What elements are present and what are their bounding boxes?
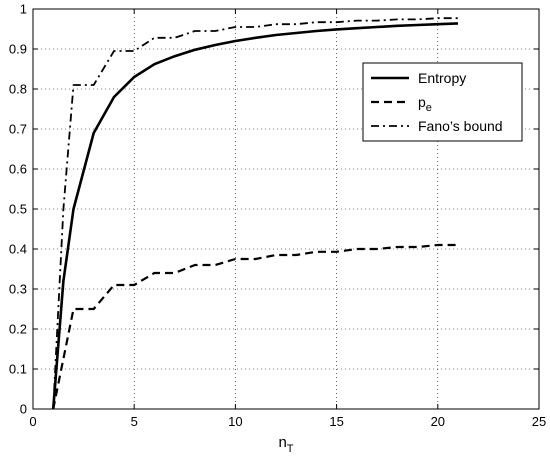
y-tick-label: 0.8 xyxy=(9,82,27,97)
legend-label: pe xyxy=(418,94,432,114)
y-tick-label: 0.6 xyxy=(9,162,27,177)
y-tick-label: 0.1 xyxy=(9,362,27,377)
y-tick-label: 0.3 xyxy=(9,282,27,297)
series-layer xyxy=(51,17,459,410)
y-tick-label: 0.4 xyxy=(9,242,27,257)
x-tick-label: 10 xyxy=(228,414,242,429)
y-tick-label: 1 xyxy=(20,2,27,17)
y-tick-label: 0.9 xyxy=(9,42,27,57)
x-tick-label: 5 xyxy=(131,414,138,429)
x-tick-label: 15 xyxy=(329,414,343,429)
x-tick-label: 25 xyxy=(532,414,546,429)
grid-lines xyxy=(33,9,539,409)
series-line-dashed xyxy=(52,243,458,410)
x-tick-label: 20 xyxy=(431,414,445,429)
y-tick-label: 0.7 xyxy=(9,122,27,137)
series-line-solid xyxy=(51,22,459,410)
x-axis-label: nT xyxy=(278,434,293,455)
legend: Entropy pe Fano’s bound xyxy=(362,62,523,142)
y-tick-label: 0.5 xyxy=(9,202,27,217)
ticks xyxy=(32,8,540,410)
y-tick-label: 0 xyxy=(20,402,27,417)
y-tick-label: 0.2 xyxy=(9,322,27,337)
legend-label: Entropy xyxy=(418,70,466,86)
series-line-dashdot xyxy=(52,17,458,410)
x-tick-label: 0 xyxy=(29,414,36,429)
legend-label: Fano’s bound xyxy=(418,118,503,134)
tick-labels: 0 5 10 15 20 25 0 0.1 0.2 0.3 0.4 0.5 0.6 0.7 0.8 0.9 1 xyxy=(9,2,546,430)
